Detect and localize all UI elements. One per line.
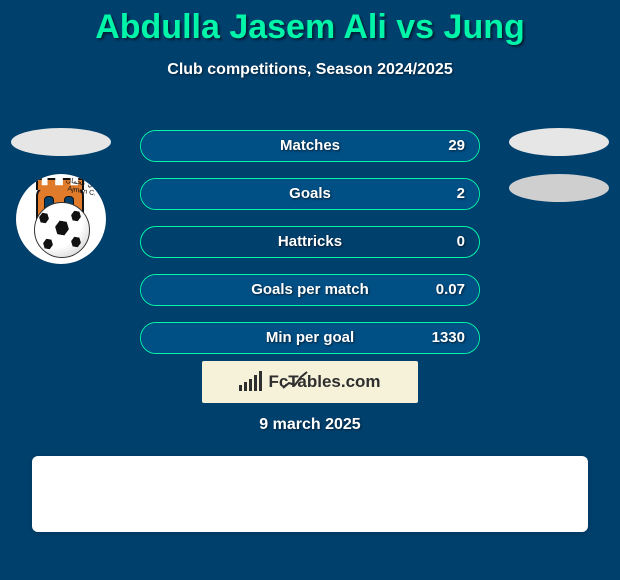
stat-value-right: 1330 xyxy=(432,323,465,353)
stat-label: Goals xyxy=(141,179,479,209)
club-badge-left: نادي عجمانAjman C. xyxy=(16,174,106,264)
stat-label: Matches xyxy=(141,131,479,161)
bar-chart-icon xyxy=(239,373,262,391)
player-name-placeholder-right xyxy=(509,128,609,156)
stat-row: Matches29 xyxy=(140,130,480,162)
stat-value-right: 29 xyxy=(448,131,465,161)
stat-row: Goals per match0.07 xyxy=(140,274,480,306)
content-card-below xyxy=(32,456,588,532)
brand-box: FcTables.com xyxy=(202,361,418,403)
stat-row: Goals2 xyxy=(140,178,480,210)
stat-label: Goals per match xyxy=(141,275,479,305)
page-title: Abdulla Jasem Ali vs Jung xyxy=(0,8,620,47)
stats-rows: Matches29 Goals2 Hattricks0 Goals per match… xyxy=(140,130,480,370)
stat-value-right: 0.07 xyxy=(436,275,465,305)
stat-value-right: 0 xyxy=(457,227,465,257)
date-text: 9 march 2025 xyxy=(0,416,620,434)
subtitle: Club competitions, Season 2024/2025 xyxy=(0,61,620,79)
trend-line-icon xyxy=(281,370,309,392)
stat-value-right: 2 xyxy=(457,179,465,209)
football-icon xyxy=(34,202,90,258)
stat-label: Min per goal xyxy=(141,323,479,353)
left-player-column: نادي عجمانAjman C. xyxy=(6,128,116,264)
player-name-placeholder-left xyxy=(11,128,111,156)
stat-row: Min per goal1330 xyxy=(140,322,480,354)
stat-row: Hattricks0 xyxy=(140,226,480,258)
stat-label: Hattricks xyxy=(141,227,479,257)
club-badge-placeholder-right xyxy=(509,174,609,202)
right-player-column xyxy=(504,128,614,220)
